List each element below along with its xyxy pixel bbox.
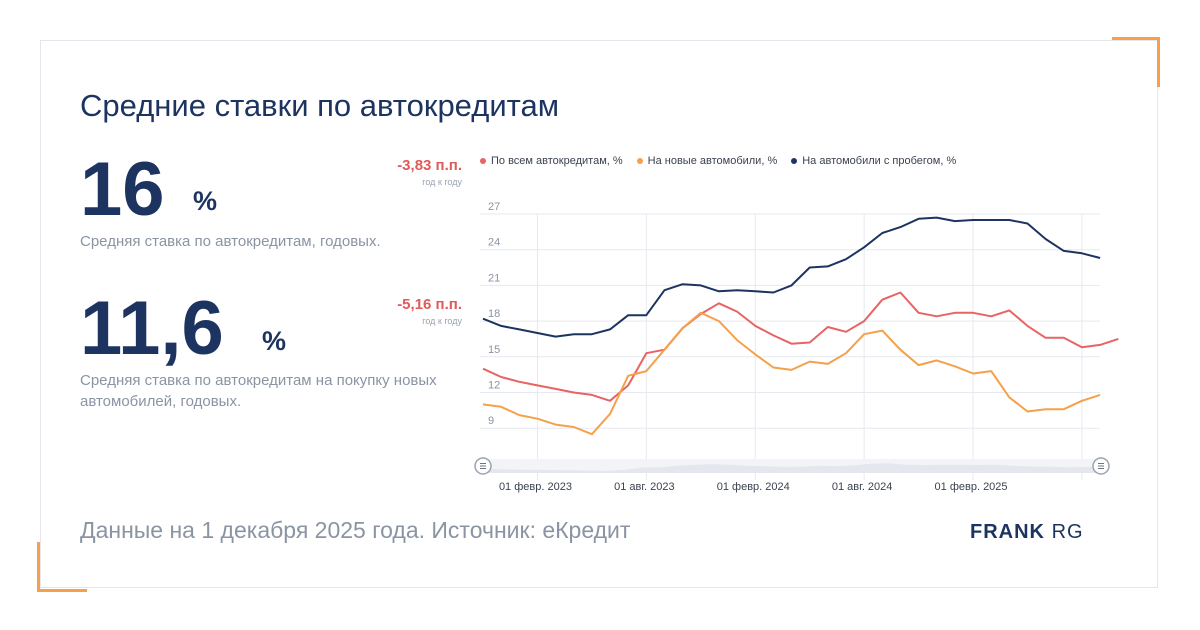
delta-value: -3,83 п.п.	[397, 157, 462, 174]
x-tick-label: 01 авг. 2023	[614, 481, 675, 493]
legend-item-new[interactable]: На новые автомобили, %	[636, 155, 778, 167]
series-line-2	[482, 216, 1101, 338]
x-tick-label: 01 февр. 2024	[717, 481, 790, 493]
legend-item-all[interactable]: По всем автокредитам, %	[480, 155, 623, 167]
page-title: Средние ставки по автокредитам	[80, 88, 560, 123]
card	[40, 40, 1158, 588]
stat-unit-all: %	[193, 186, 218, 216]
legend-label: На автомобили с пробегом, %	[802, 155, 957, 167]
stat-value-all: 16	[80, 147, 165, 232]
delta-note: год к году	[422, 316, 462, 326]
x-tick-label: 01 февр. 2023	[499, 481, 572, 493]
logo-light: RG	[1051, 521, 1084, 543]
legend-dot-icon	[480, 158, 486, 164]
stat-value-new: 11,6	[80, 286, 224, 371]
y-tick-label: 9	[488, 415, 494, 427]
y-tick-label: 18	[488, 308, 500, 320]
delta-value: -5,16 п.п.	[397, 296, 462, 313]
corner-decoration-top-right	[1112, 37, 1160, 87]
y-tick-label: 24	[488, 237, 500, 249]
delta-note: год к году	[422, 177, 462, 187]
footer-source: Данные на 1 декабря 2025 года. Источник:…	[80, 517, 631, 543]
legend-dot-icon	[636, 158, 643, 164]
stat-unit-new: %	[262, 326, 287, 356]
y-tick-label: 21	[488, 272, 500, 284]
x-tick-label: 01 февр. 2025	[935, 481, 1008, 493]
stat-delta-all: -3,83 п.п. год к году	[397, 157, 462, 187]
navigator-area	[483, 463, 1101, 473]
corner-decoration-bottom-left	[37, 542, 87, 592]
legend-dot-icon	[791, 158, 798, 164]
series-line-0	[482, 291, 1119, 402]
logo-bold: FRANK	[970, 521, 1045, 543]
legend-label: По всем автокредитам, %	[491, 155, 623, 167]
legend-item-used[interactable]: На автомобили с пробегом, %	[791, 155, 956, 167]
brand-logo: FRANK RG	[970, 521, 1084, 544]
y-tick-label: 12	[488, 380, 500, 392]
stat-caption-all: Средняя ставка по автокредитам, годовых.	[80, 233, 381, 250]
line-chart: 9 12 15 18 21 24 27 01 февр. 2023 01 авг. 2023 01…	[474, 201, 1119, 493]
series-line-1	[482, 311, 1101, 436]
y-tick-label: 27	[488, 201, 500, 213]
y-tick-label: 15	[488, 344, 500, 356]
stat-delta-new: -5,16 п.п. год к году	[397, 296, 462, 326]
stat-caption-new: Средняя ставка по автокредитам на покупк…	[80, 372, 437, 410]
chart-legend: По всем автокредитам, % На новые автомоб…	[480, 155, 956, 167]
x-tick-label: 01 авг. 2024	[832, 481, 893, 493]
legend-label: На новые автомобили, %	[647, 155, 778, 167]
